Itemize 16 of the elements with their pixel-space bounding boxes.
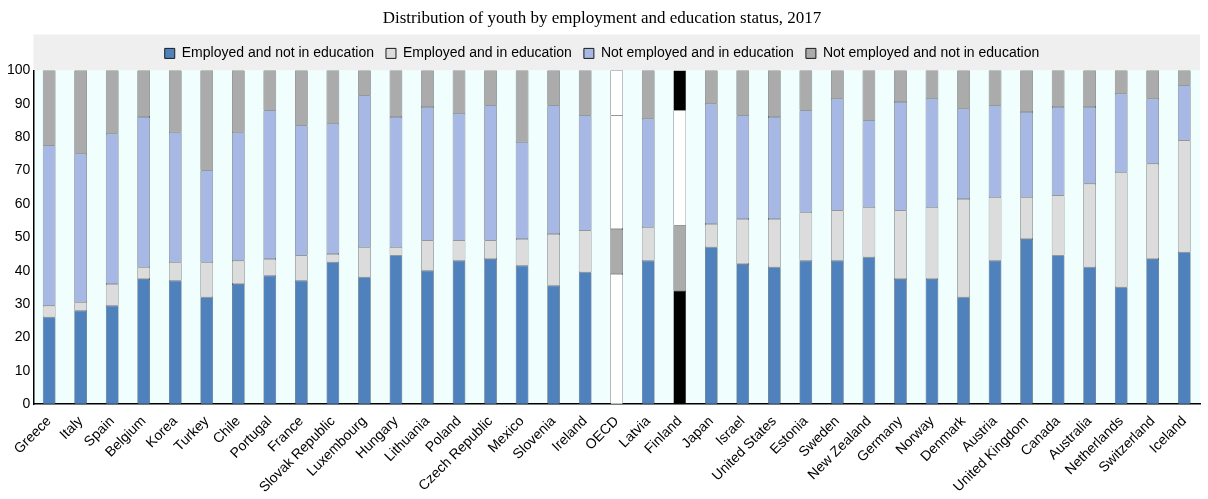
y-tick-label: 60: [14, 194, 31, 211]
y-tick-label: 20: [14, 328, 31, 345]
y-tick-label: 40: [14, 261, 31, 278]
y-tick-label: 50: [14, 228, 31, 245]
y-tick-label: 80: [14, 128, 31, 145]
y-tick-label: 90: [14, 94, 31, 111]
legend-label: Employed and in education: [402, 44, 572, 61]
y-tick-label: 0: [22, 395, 31, 411]
legend-label: Not employed and in education: [600, 44, 794, 61]
y-tick-label: 100: [7, 61, 31, 78]
y-tick-label: 30: [14, 294, 31, 311]
y-tick-label: 10: [14, 361, 31, 378]
chart-title: Distribution of youth by employment and education status, 2017: [382, 7, 822, 27]
y-tick-label: 70: [14, 161, 31, 178]
legend-label: Employed and not in education: [181, 44, 374, 61]
legend-label: Not employed and not in education: [822, 44, 1040, 61]
